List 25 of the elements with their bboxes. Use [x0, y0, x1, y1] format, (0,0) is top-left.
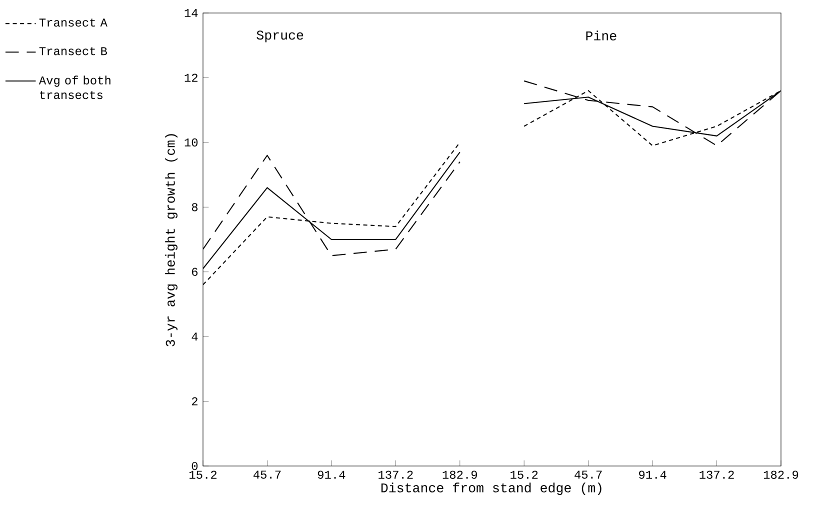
x-tick-label: 15.2 — [510, 470, 538, 479]
legend-label: Transect B — [39, 47, 107, 56]
x-tick-label: 137.2 — [700, 470, 734, 479]
annotation: Spruce — [256, 30, 304, 42]
x-tick-label: 15.2 — [190, 470, 217, 479]
y-tick-label: 8 — [192, 203, 198, 212]
legend-label: Transect A — [39, 18, 108, 27]
y-tick-label: 4 — [192, 332, 198, 341]
y-axis-title: 3-yr avg height growth (cm) — [165, 134, 178, 346]
legend-label: Avg of both transects — [38, 76, 110, 100]
x-tick-label: 91.4 — [318, 470, 346, 479]
x-tick-label: 45.7 — [574, 470, 602, 479]
y-tick-label: 14 — [184, 9, 198, 17]
annotation: Pine — [586, 30, 616, 40]
x-tick-label: 137.2 — [378, 470, 413, 479]
x-tick-label: 45.7 — [253, 470, 281, 479]
x-axis-title: Distance from stand edge (m) — [381, 482, 602, 495]
y-tick-label: 0 — [192, 462, 198, 470]
y-tick-label: 6 — [192, 268, 198, 276]
y-tick-label: 2 — [192, 397, 198, 406]
x-tick-label: 182.9 — [764, 470, 798, 479]
x-tick-label: 182.9 — [442, 470, 477, 479]
x-tick-label: 91.4 — [639, 470, 666, 479]
y-tick-label: 12 — [184, 74, 198, 82]
y-tick-label: 10 — [184, 138, 198, 146]
